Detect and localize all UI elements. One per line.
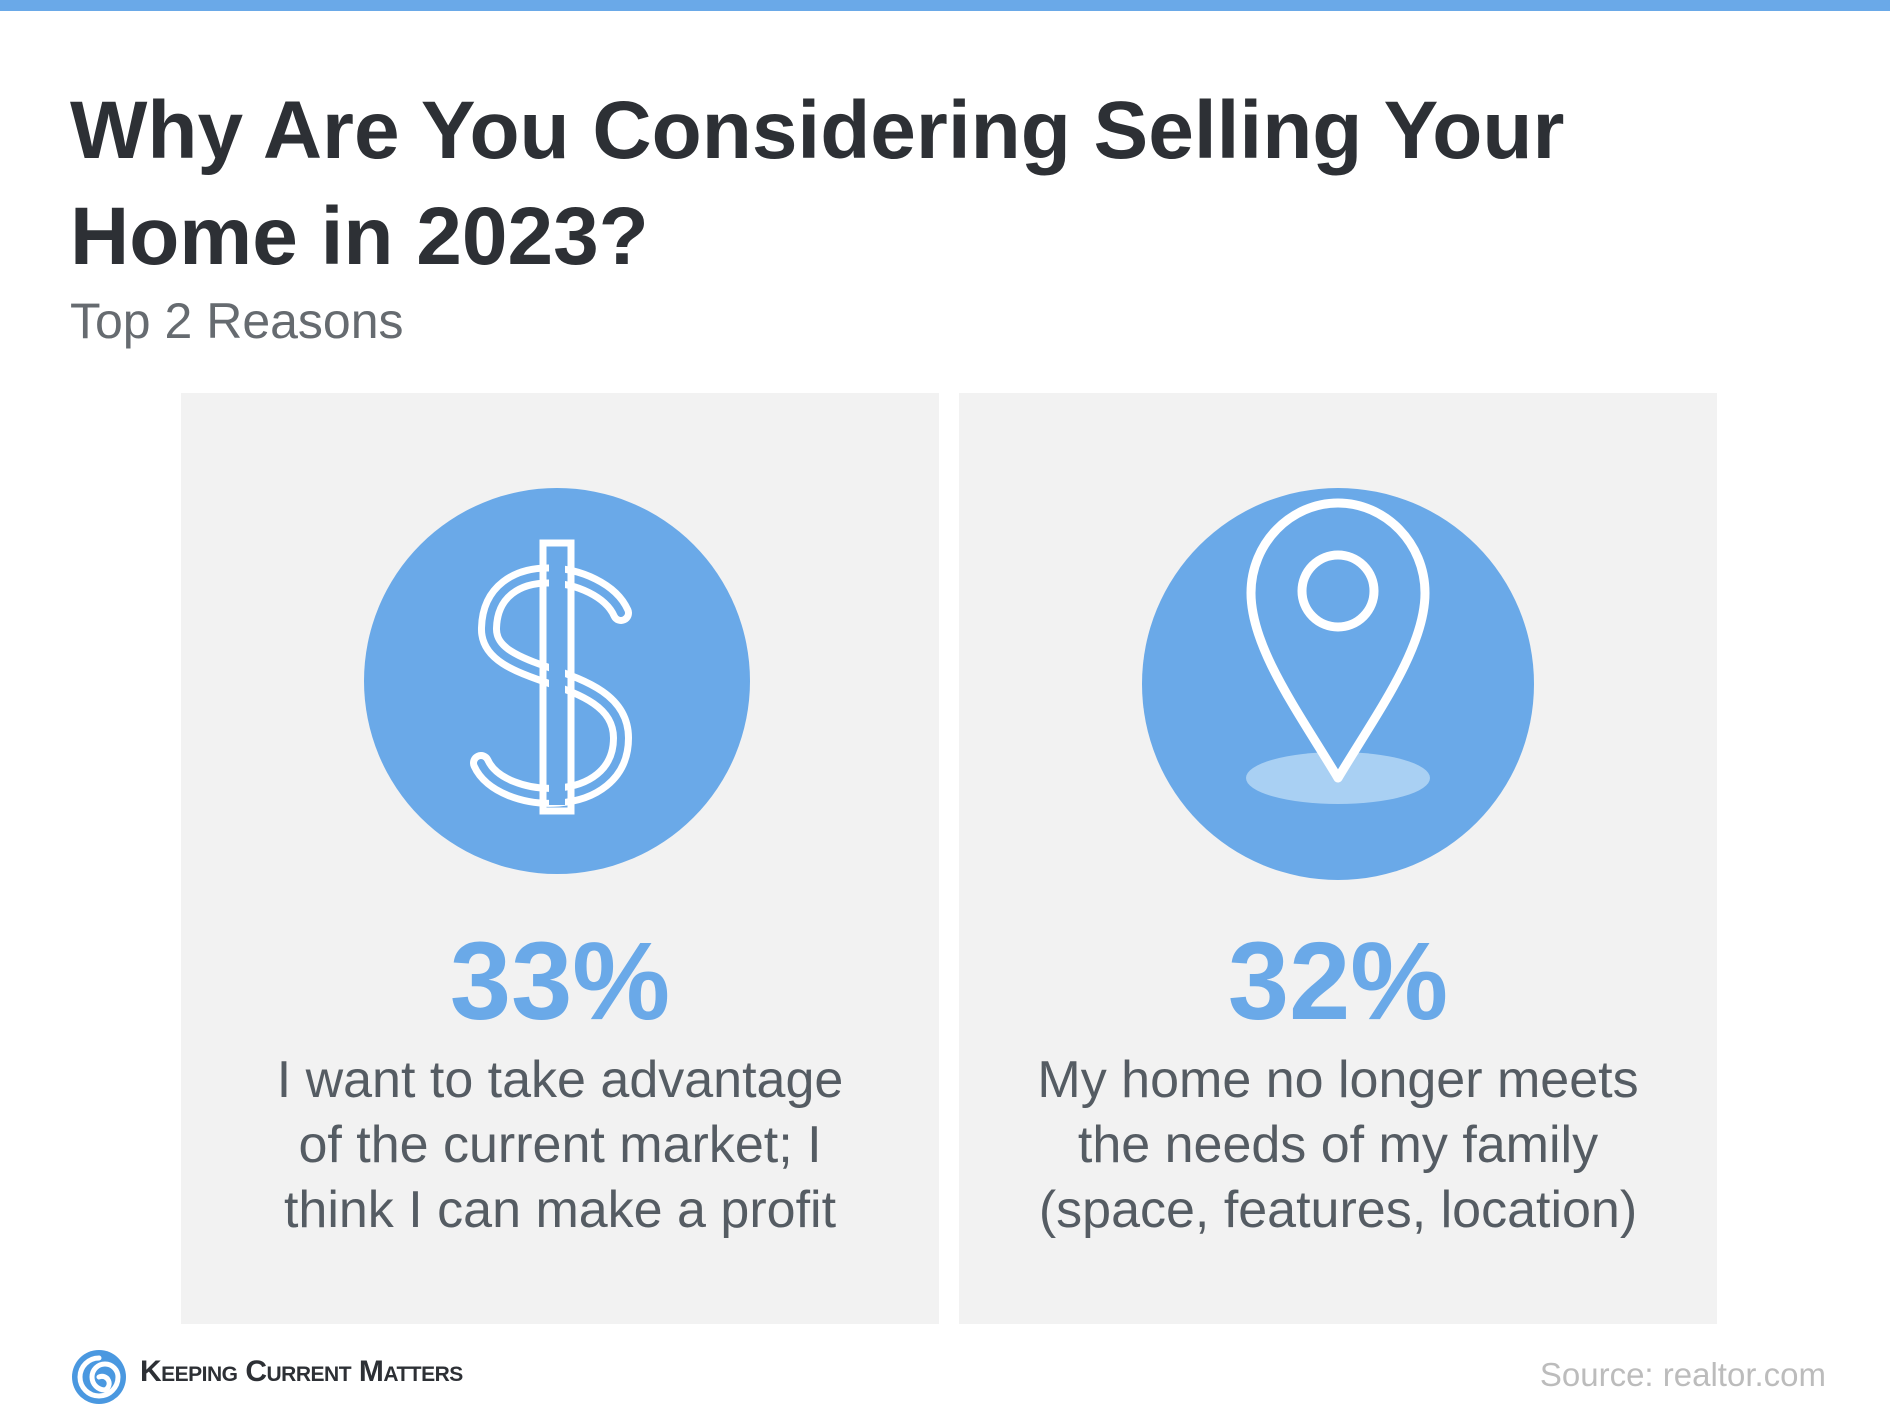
- top-bar: [0, 0, 1890, 11]
- logo: [72, 1350, 126, 1404]
- subtitle: Top 2 Reasons: [70, 293, 404, 349]
- description: My home no longer meets the needs of my …: [1037, 1051, 1639, 1239]
- card: 33% I want to take advantage of the curr…: [181, 393, 939, 1324]
- stat: 33%: [449, 920, 671, 1043]
- source: Source: realtor.com: [1539, 1356, 1826, 1393]
- brand: Keeping Current Matters: [140, 1355, 463, 1388]
- description: I want to take advantage of the current …: [276, 1051, 844, 1239]
- title: Why Are You Considering Selling Your Hom…: [70, 85, 1565, 282]
- dollar-icon: [364, 488, 750, 874]
- stat: 32%: [1227, 920, 1449, 1043]
- location-icon: [1142, 488, 1534, 880]
- card: 32% My home no longer meets the needs of…: [959, 393, 1717, 1324]
